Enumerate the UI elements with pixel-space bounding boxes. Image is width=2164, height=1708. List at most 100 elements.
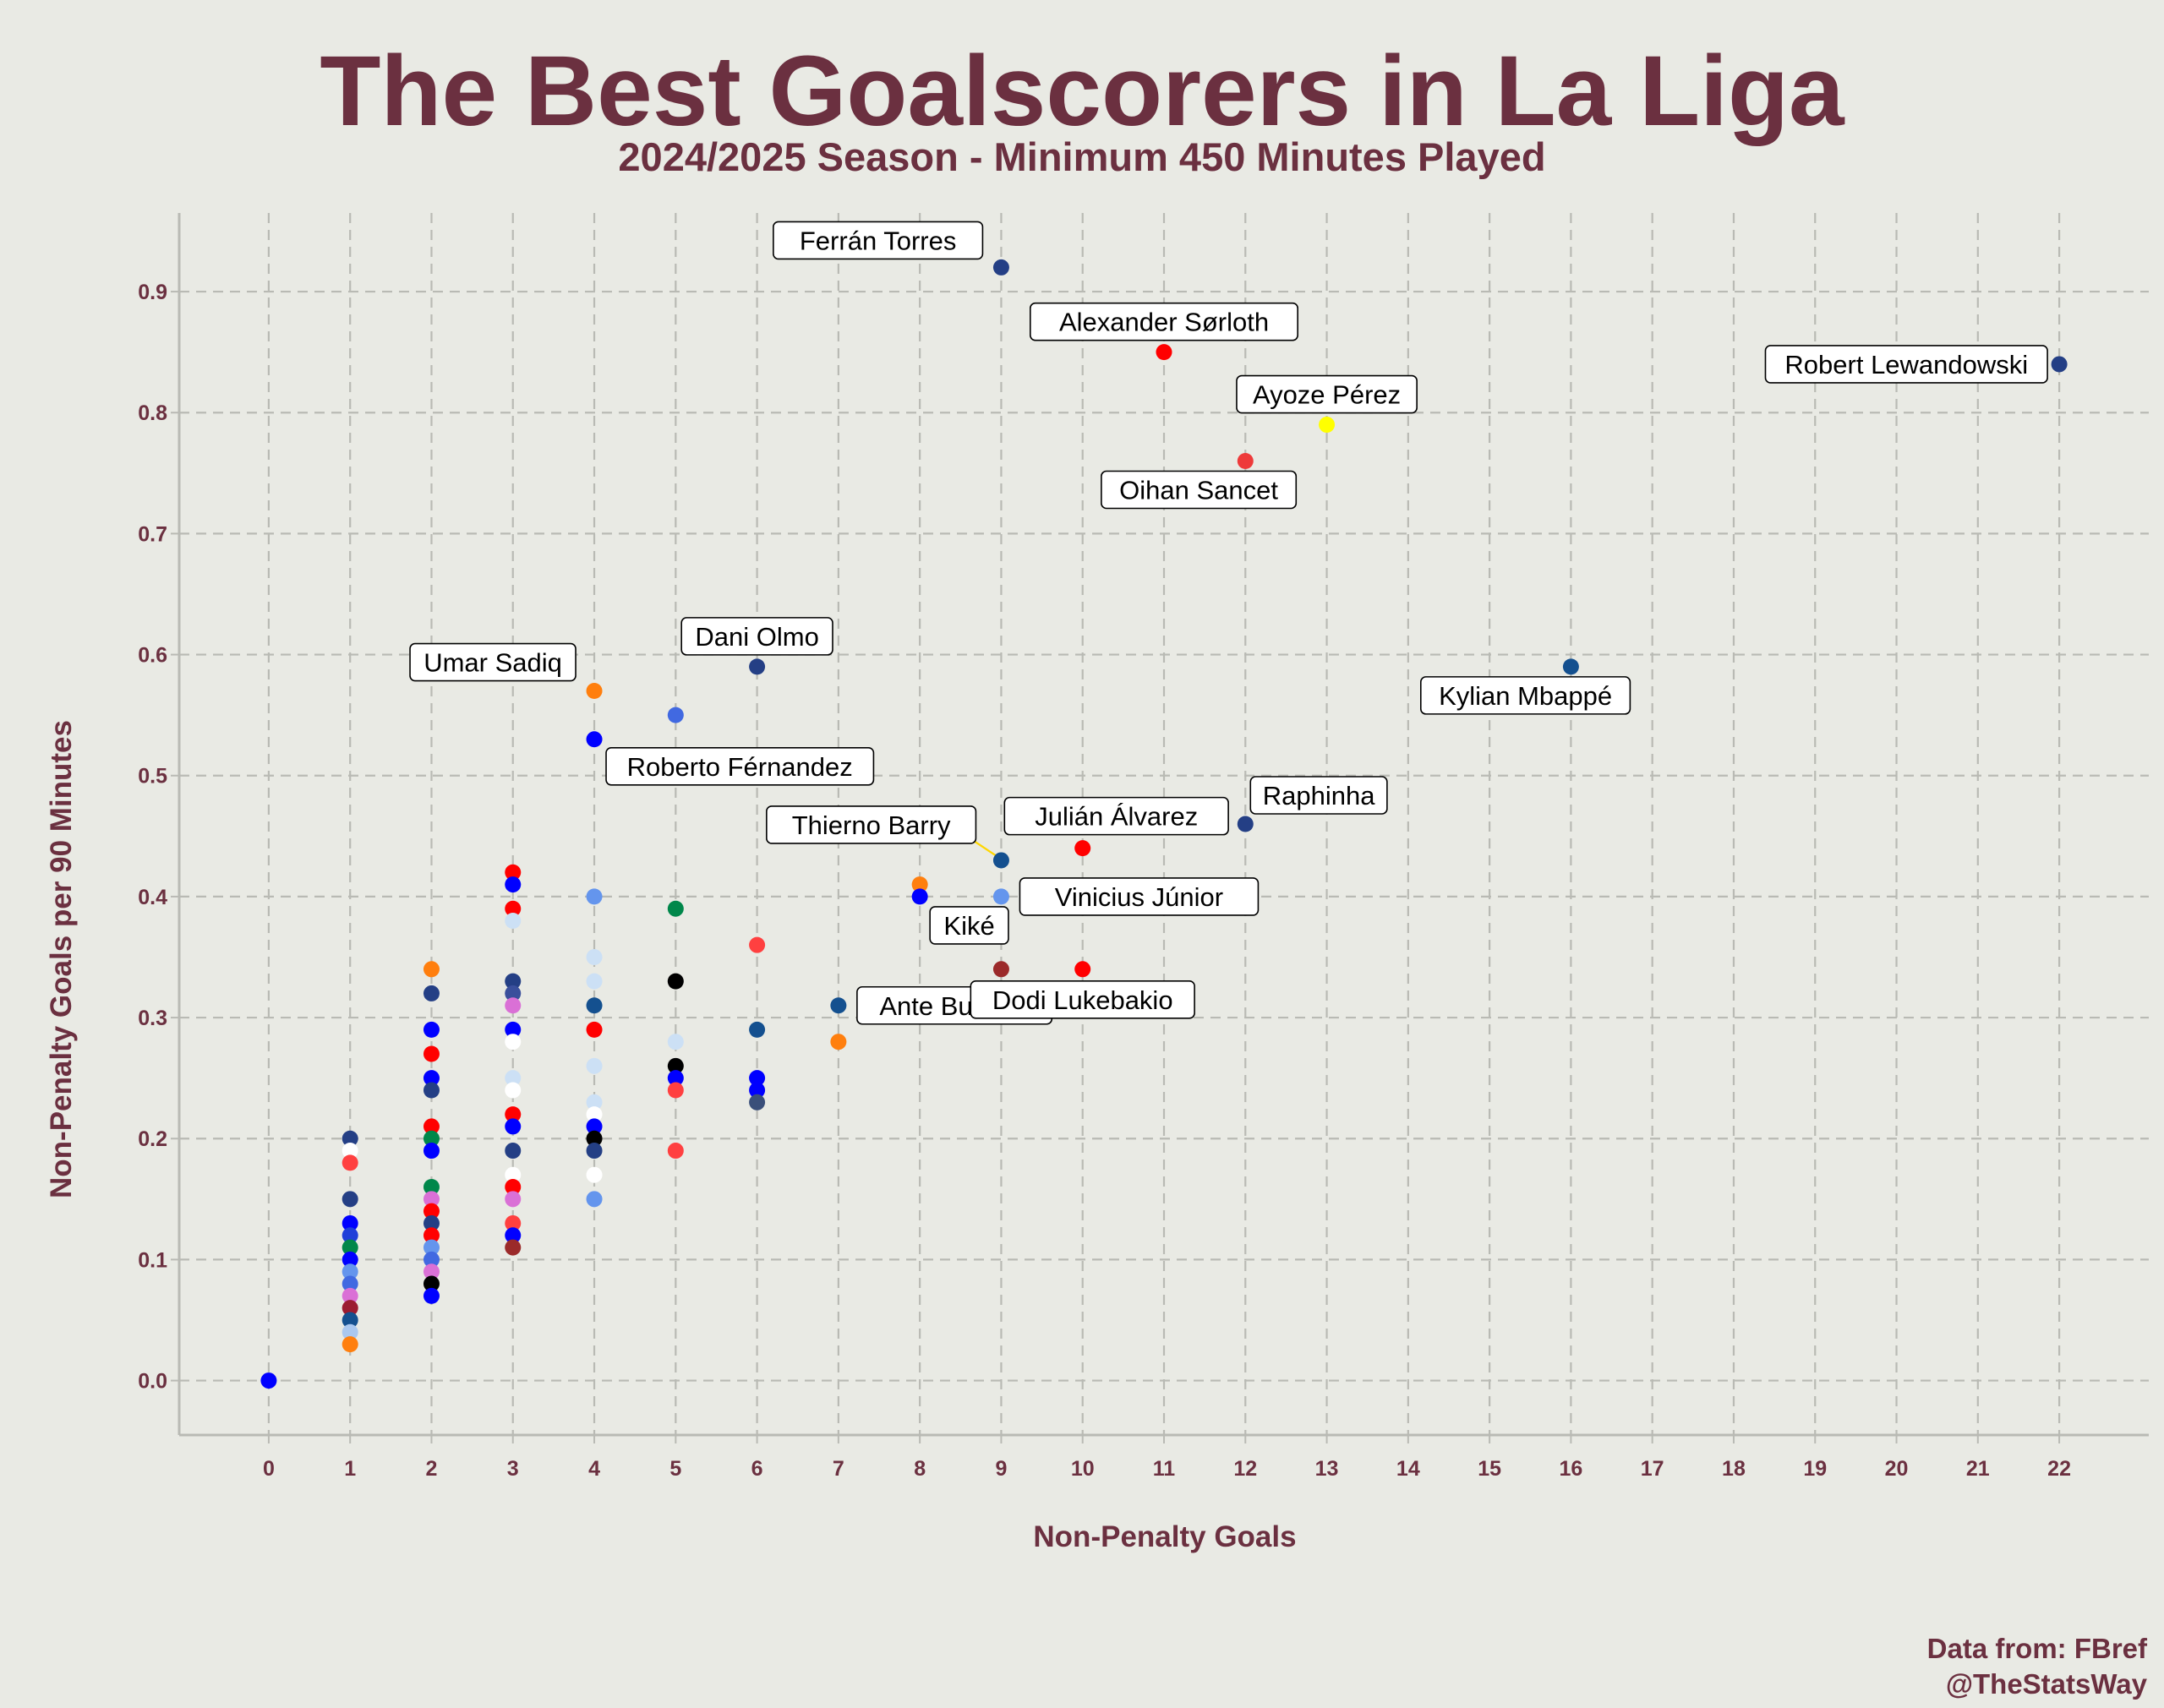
scatter-point <box>911 876 928 893</box>
y-tick-label: 0.2 <box>138 1127 167 1151</box>
annotation-label: Alexander Sørloth <box>1030 302 1299 341</box>
scatter-point <box>586 948 603 965</box>
y-tick-label: 0.3 <box>138 1007 167 1030</box>
x-tick-label: 20 <box>1885 1457 1909 1481</box>
scatter-point-labeled <box>830 997 847 1014</box>
annotation-box <box>1030 302 1299 341</box>
scatter-point-labeled <box>992 852 1009 869</box>
scatter-point <box>667 973 684 990</box>
scatter-point-labeled <box>1237 452 1254 469</box>
scatter-point-labeled <box>749 658 766 675</box>
annotation-box <box>1019 877 1260 916</box>
annotation-label: Umar Sadiq <box>409 642 577 682</box>
scatter-point <box>667 1057 684 1074</box>
scatter-point <box>586 1057 603 1074</box>
scatter-point <box>342 1287 358 1304</box>
scatter-point <box>992 961 1009 978</box>
scatter-point <box>586 1094 603 1110</box>
annotation-text: Alexander Sørloth <box>1059 308 1269 337</box>
scatter-point <box>505 1143 522 1160</box>
scatter-point <box>342 1312 358 1329</box>
y-tick-label: 0.5 <box>138 765 167 789</box>
scatter-point <box>505 1034 522 1050</box>
scatter-point <box>423 961 440 978</box>
annotation-box <box>409 642 577 682</box>
scatter-point <box>505 1239 522 1256</box>
annotation-label: Thierno Barry <box>766 805 977 844</box>
x-tick-label: 2 <box>426 1457 438 1481</box>
x-tick-label: 11 <box>1153 1457 1176 1481</box>
x-tick-label: 6 <box>751 1457 763 1481</box>
scatter-point <box>749 1070 766 1087</box>
annotation-text: Kiké <box>943 911 994 941</box>
x-tick-label: 8 <box>914 1457 926 1481</box>
scatter-point-labeled <box>1074 840 1091 857</box>
x-tick-label: 12 <box>1233 1457 1257 1481</box>
scatter-point-labeled <box>586 683 603 700</box>
scatter-point <box>667 707 684 723</box>
scatter-point <box>342 1300 358 1317</box>
scatter-point <box>342 1263 358 1280</box>
y-tick-label: 0.6 <box>138 644 167 668</box>
scatter-point <box>749 1082 766 1099</box>
scatter-point <box>505 900 522 917</box>
y-tick-label: 0.8 <box>138 401 167 425</box>
scatter-point <box>423 1082 440 1099</box>
scatter-point <box>505 876 522 893</box>
credit-author: @TheStatsWay <box>1945 1668 2147 1700</box>
x-tick-label: 5 <box>669 1457 681 1481</box>
x-tick-label: 21 <box>1966 1457 1990 1481</box>
scatter-point <box>342 1191 358 1208</box>
scatter-point <box>423 1287 440 1304</box>
x-tick-label: 15 <box>1478 1457 1501 1481</box>
scatter-point <box>505 1191 522 1208</box>
scatter-point <box>505 985 522 1001</box>
annotation-box <box>680 617 833 656</box>
annotation-box <box>773 221 984 260</box>
scatter-point <box>586 973 603 990</box>
scatter-point <box>749 1021 766 1038</box>
scatter-point <box>423 1227 440 1244</box>
scatter-point <box>749 936 766 953</box>
scatter-point-labeled <box>1562 658 1579 675</box>
scatter-point <box>505 1166 522 1183</box>
data-credit: Data from: FBref @TheStatsWay <box>1927 1631 2147 1702</box>
y-tick-label: 0.1 <box>138 1248 167 1272</box>
annotation-text: Dodi Lukebakio <box>992 985 1173 1015</box>
annotation-box <box>1249 776 1388 815</box>
scatter-point <box>342 1143 358 1160</box>
scatter-point <box>586 1106 603 1123</box>
annotation-label: Dodi Lukebakio <box>970 980 1195 1019</box>
scatter-point <box>342 1214 358 1231</box>
y-tick-label: 0.7 <box>138 522 167 546</box>
scatter-point <box>423 1118 440 1135</box>
scatter-point <box>423 1179 440 1196</box>
scatter-point <box>586 1118 603 1135</box>
scatter-point <box>667 1034 684 1050</box>
annotation-label: Julián Álvarez <box>1003 796 1229 836</box>
scatter-point-labeled <box>1237 816 1254 832</box>
scatter-point <box>505 1021 522 1038</box>
scatter-point <box>342 1251 358 1268</box>
annotation-label: Raphinha <box>1249 776 1388 815</box>
scatter-point-labeled <box>2051 356 2068 373</box>
scatter-point <box>423 1143 440 1160</box>
scatter-point <box>505 1106 522 1123</box>
scatter-point <box>342 1154 358 1171</box>
scatter-point <box>505 913 522 930</box>
scatter-point <box>505 1070 522 1087</box>
scatter-point-labeled <box>992 259 1009 276</box>
annotation-box <box>1236 374 1418 414</box>
chart-subtitle: 2024/2025 Season - Minimum 450 Minutes P… <box>618 134 1546 179</box>
annotation-label: Ayoze Pérez <box>1236 374 1418 414</box>
annotation-label: Ferrán Torres <box>773 221 984 260</box>
scatter-point <box>586 1130 603 1147</box>
y-tick-label: 0.4 <box>138 886 167 909</box>
scatter-point <box>505 864 522 881</box>
x-tick-label: 4 <box>588 1457 600 1481</box>
y-tick-label: 0.9 <box>138 281 167 304</box>
annotation-leader <box>971 839 999 858</box>
scatter-point <box>423 985 440 1001</box>
scatter-point <box>423 1239 440 1256</box>
